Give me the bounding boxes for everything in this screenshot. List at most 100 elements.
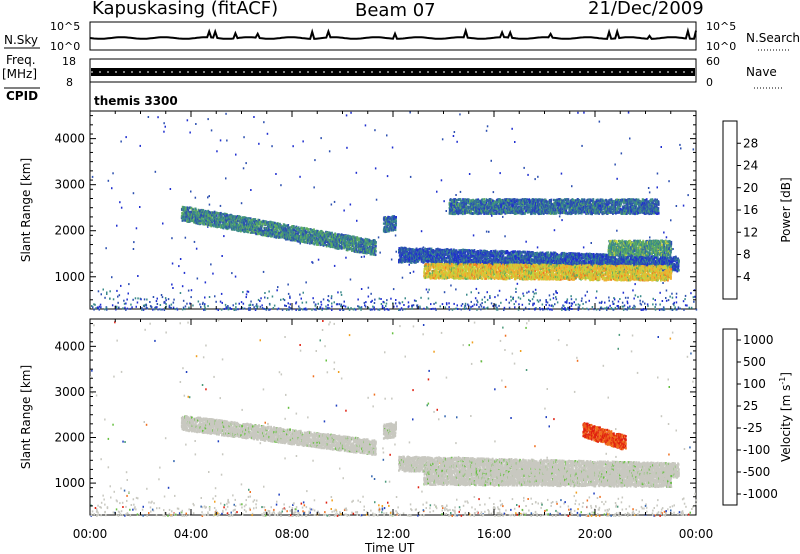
scatter-point [622,305,625,308]
echo-cell [259,229,261,232]
scatter-point [299,307,301,310]
scatter-point [627,111,630,114]
scatter-point [302,308,304,311]
echo-cell [184,219,187,222]
echo-cell [364,251,367,255]
scatter-point [132,248,135,250]
echo-cell [394,218,397,221]
echo-cell [385,220,387,224]
echo-cell [473,249,476,252]
echo-cell [411,250,414,253]
scatter-point [517,296,520,299]
echo-cell [191,217,194,221]
scatter-point [571,185,573,188]
scatter-point [172,301,175,304]
echo-cell [387,227,390,230]
scatter-point [473,303,476,306]
scatter-point [573,301,575,304]
scatter-point [238,302,240,305]
scatter-point [123,302,126,305]
scatter-point [539,308,541,311]
scatter-point [611,300,614,303]
echo-cell [361,242,364,246]
scatter-point [550,304,553,307]
scatter-point [355,308,357,311]
echo-cell [383,216,385,219]
scatter-point [439,305,441,308]
echo-cell [347,238,349,241]
scatter-point [523,308,525,311]
echo-cell [422,249,425,252]
scatter-point [639,299,641,302]
echo-cell [203,222,206,225]
echo-cell [264,223,267,226]
scatter-point [690,292,692,295]
scatter-point [495,307,497,310]
scatter-point [516,282,519,285]
scatter-point [217,309,219,311]
scatter-point [235,302,237,305]
scatter-point [283,299,286,302]
scatter-point [380,298,382,300]
scatter-point [275,173,277,175]
echo-cell [405,247,408,251]
scatter-point [444,306,447,309]
scatter-point [122,307,124,310]
echo-cell [306,241,309,245]
echo-cell [225,227,228,230]
echo-cell [225,220,228,223]
echo-cell [338,233,340,236]
echo-cell [441,260,443,263]
echo-cell [231,221,234,225]
echo-cell [260,233,263,237]
scatter-point [215,300,217,303]
scatter-point [172,306,175,309]
scatter-point [338,303,341,306]
echo-cell [359,239,361,243]
date-title: 21/Dec/2009 [588,0,704,19]
scatter-point [360,308,362,311]
echo-cell [274,221,276,225]
scatter-point [575,303,577,306]
scatter-point [276,308,279,311]
echo-cell [370,253,373,256]
scatter-point [377,236,380,239]
echo-cell [417,249,419,252]
scatter-point [440,179,443,182]
echo-cell [214,218,216,222]
scatter-point [561,308,563,311]
echo-cell [339,244,341,248]
echo-cell [251,221,254,224]
echo-cell [278,234,281,238]
echo-cell [382,222,385,225]
scatter-point [260,297,262,300]
echo-cell [427,247,430,251]
scatter-point [654,299,656,302]
scatter-point [159,308,162,311]
scatter-point [408,263,410,266]
scatter-point [663,307,665,310]
scatter-point [476,308,478,311]
scatter-point [395,250,397,253]
scatter-point [480,305,483,308]
scatter-point [467,303,469,306]
scatter-point [179,292,182,294]
scatter-point [411,304,413,307]
scatter-point [299,308,301,311]
scatter-point [353,307,356,310]
scatter-point [426,306,428,309]
scatter-point [598,308,601,311]
scatter-point [383,308,386,311]
scatter-point [203,308,205,311]
echo-cell [194,211,196,214]
scatter-point [208,296,211,298]
echo-cell [236,215,239,218]
scatter-point [606,306,608,309]
scatter-point [598,301,601,304]
echo-cell [264,220,267,223]
scatter-point [675,292,678,295]
scatter-point [549,308,551,311]
echo-cell [326,234,328,237]
scatter-point [112,298,115,301]
scatter-point [518,303,520,306]
